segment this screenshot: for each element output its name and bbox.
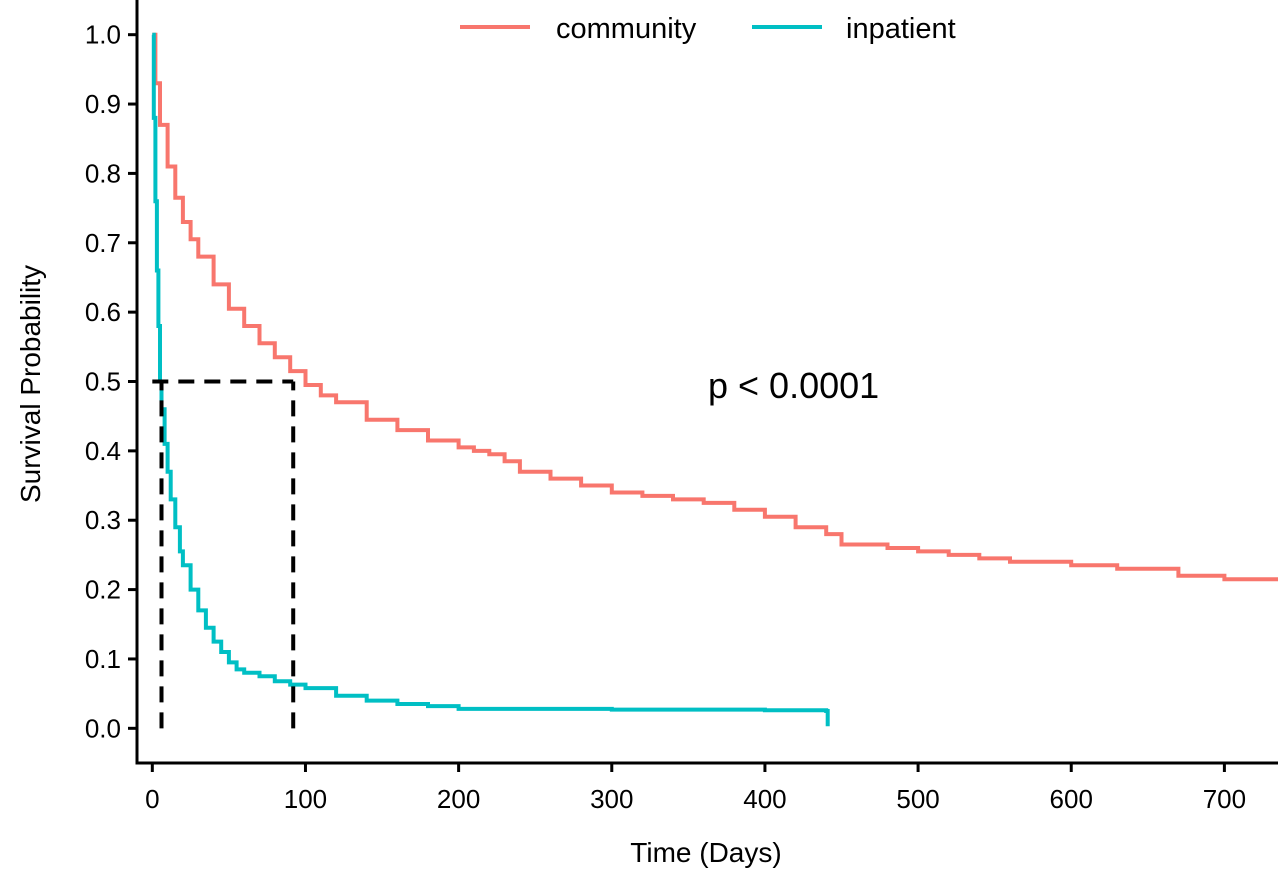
y-tick-label: 0.7 — [85, 228, 121, 258]
y-tick-label: 0.3 — [85, 505, 121, 535]
x-axis-title: Time (Days) — [630, 837, 781, 868]
x-tick-label: 600 — [1050, 784, 1093, 814]
x-axis-ticks: 0 100 200 300 400 500 600 700 — [145, 763, 1246, 814]
x-tick-label: 100 — [284, 784, 327, 814]
x-tick-label: 700 — [1203, 784, 1246, 814]
x-tick-label: 0 — [145, 784, 159, 814]
y-tick-label: 0.8 — [85, 158, 121, 188]
y-tick-label: 0.0 — [85, 713, 121, 743]
y-tick-label: 0.9 — [85, 89, 121, 119]
legend-label-community: community — [556, 13, 697, 45]
y-tick-label: 1.0 — [85, 20, 121, 50]
y-axis-title: Survival Probability — [15, 265, 46, 503]
legend-label-inpatient: inpatient — [846, 13, 956, 45]
y-tick-label: 0.1 — [85, 644, 121, 674]
y-tick-label: 0.6 — [85, 297, 121, 327]
series-line-community — [152, 32, 1278, 582]
legend: community inpatient — [460, 13, 956, 45]
p-value-annotation: p < 0.0001 — [708, 365, 879, 406]
median-reference-lines — [152, 379, 296, 729]
y-tick-label: 0.2 — [85, 575, 121, 605]
y-axis-ticks: 0.0 0.1 0.2 0.3 0.4 0.5 0.6 0.7 0.8 0.9 1.0 — [85, 20, 137, 743]
x-tick-label: 500 — [896, 784, 939, 814]
y-tick-label: 0.4 — [85, 436, 121, 466]
y-tick-label: 0.5 — [85, 367, 121, 397]
x-tick-label: 400 — [743, 784, 786, 814]
x-tick-label: 200 — [437, 784, 480, 814]
x-tick-label: 300 — [590, 784, 633, 814]
